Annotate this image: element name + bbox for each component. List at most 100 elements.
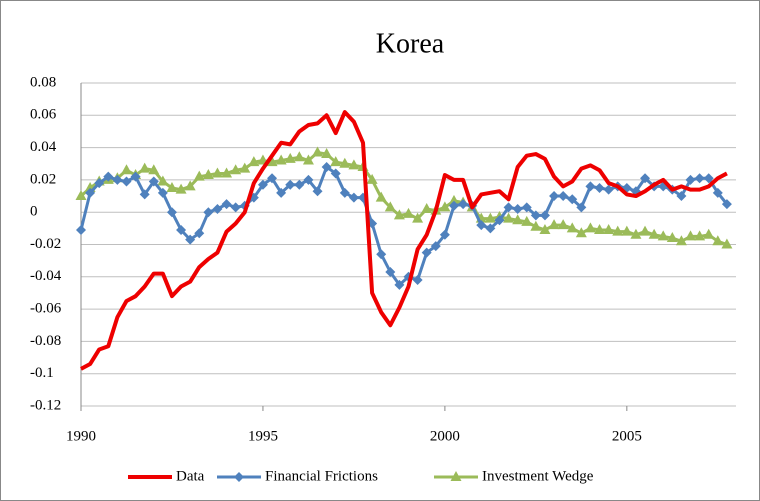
y-tick-label: -0.04	[30, 268, 62, 284]
point	[584, 222, 596, 233]
point	[175, 183, 187, 194]
legend-label: Financial Frictions	[265, 468, 378, 484]
y-tick-label: -0.12	[30, 397, 61, 413]
point	[575, 227, 587, 238]
point	[666, 232, 678, 243]
series	[80, 110, 728, 371]
x-tick-label: 2000	[430, 428, 460, 444]
point	[321, 161, 332, 172]
point	[194, 228, 205, 239]
point	[212, 203, 223, 214]
point	[412, 275, 423, 286]
point	[120, 164, 132, 175]
point	[721, 238, 733, 249]
point	[148, 164, 160, 175]
point	[403, 207, 414, 218]
point	[76, 224, 86, 235]
point	[257, 179, 268, 190]
point	[558, 191, 569, 202]
point	[685, 174, 696, 185]
point	[448, 194, 460, 205]
point	[657, 230, 669, 241]
point	[594, 182, 605, 193]
point	[484, 212, 496, 223]
point	[112, 174, 123, 185]
point	[703, 228, 715, 239]
point	[685, 230, 697, 241]
point	[703, 173, 714, 184]
point	[184, 180, 196, 191]
point	[694, 173, 705, 184]
point	[166, 181, 178, 192]
point	[330, 156, 342, 167]
point	[494, 215, 505, 226]
point	[512, 203, 523, 214]
series	[76, 161, 732, 290]
y-tick-label: 0.02	[30, 171, 56, 187]
point	[603, 184, 614, 195]
point	[339, 157, 351, 168]
y-tick-label: -0.1	[30, 365, 54, 381]
point	[293, 151, 305, 162]
point	[521, 215, 533, 226]
y-tick-label: -0.02	[30, 236, 61, 252]
point	[530, 220, 542, 231]
point	[630, 228, 642, 239]
y-tick-label: -0.06	[30, 301, 62, 317]
point	[103, 171, 114, 182]
point	[549, 191, 560, 202]
point	[393, 209, 405, 220]
point	[275, 154, 287, 165]
point	[712, 187, 723, 198]
point	[412, 212, 424, 223]
point	[221, 167, 233, 178]
point	[176, 224, 187, 235]
point	[512, 214, 524, 225]
point	[576, 202, 587, 213]
point	[130, 171, 141, 182]
point	[385, 266, 396, 277]
point	[94, 178, 105, 189]
y-tick-label: -0.08	[30, 333, 61, 349]
point	[485, 223, 496, 234]
point	[267, 173, 278, 184]
point	[640, 173, 651, 184]
point	[439, 201, 451, 212]
point	[530, 210, 541, 221]
point	[384, 201, 396, 212]
point	[203, 207, 214, 218]
point	[567, 194, 578, 205]
point	[157, 175, 169, 186]
point	[721, 199, 732, 210]
point	[312, 186, 323, 197]
x-tick-label: 1990	[66, 428, 96, 444]
point	[139, 189, 150, 200]
point	[458, 199, 469, 210]
point	[75, 190, 87, 201]
point	[121, 176, 132, 187]
point	[230, 164, 242, 175]
point	[694, 230, 706, 241]
point	[521, 202, 532, 213]
point	[139, 162, 151, 173]
point	[248, 156, 260, 167]
point	[448, 200, 459, 211]
series	[75, 146, 733, 249]
point	[166, 207, 177, 218]
point	[303, 174, 314, 185]
point	[148, 176, 159, 187]
point	[276, 187, 287, 198]
x-tick-label: 2005	[612, 428, 642, 444]
legend-label: Investment Wedge	[482, 468, 594, 484]
point	[612, 225, 624, 236]
point	[557, 219, 569, 230]
series-line	[80, 110, 728, 371]
point	[712, 235, 724, 246]
point	[239, 162, 251, 173]
point	[539, 210, 550, 221]
point	[157, 187, 168, 198]
point	[421, 202, 433, 213]
y-tick-label: 0.08	[30, 74, 56, 90]
point	[594, 223, 606, 234]
